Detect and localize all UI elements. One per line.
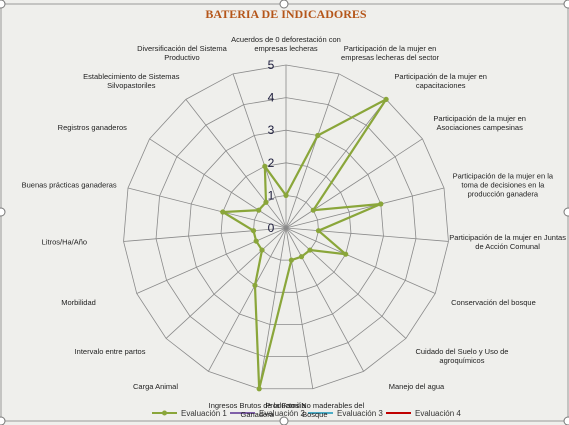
spoke	[232, 73, 287, 229]
legend-marker	[162, 410, 167, 416]
category-label: Carga Animal	[132, 381, 179, 391]
point	[315, 132, 321, 139]
point	[307, 247, 313, 253]
y-tick-label: 2	[268, 156, 275, 170]
legend-label: Evaluación 4	[415, 409, 461, 418]
point	[259, 247, 265, 253]
point	[310, 207, 316, 213]
category-label: Buenas prácticas ganaderas	[21, 180, 117, 190]
grid-ring	[123, 64, 449, 390]
grid-ring	[220, 162, 352, 293]
spoke	[149, 138, 287, 229]
category-label: Participación de la mujer en Juntas de A…	[449, 233, 566, 252]
handle	[0, 0, 6, 9]
category-label: Participación de la mujer en capacitacio…	[394, 71, 487, 90]
point	[262, 163, 268, 169]
grid-ring	[188, 129, 384, 325]
spoke	[165, 227, 287, 339]
spoke	[285, 227, 364, 372]
category-label: Intervalo entre partos	[74, 346, 146, 356]
y-tick-label: 1	[268, 188, 275, 202]
legend-label: Evaluación 1	[181, 409, 227, 418]
point	[298, 254, 305, 260]
spoke	[258, 227, 287, 389]
category-label: Participación de la mujer en Asociacione…	[433, 114, 526, 133]
category-label: Morbilidad	[61, 298, 96, 308]
spoke	[285, 227, 407, 339]
spoke	[285, 99, 387, 229]
category-label: Litros/Ha/Año	[41, 237, 88, 247]
spoke	[208, 227, 287, 372]
handle	[563, 207, 569, 217]
point	[315, 228, 322, 234]
category-label: Conservación del bosque	[451, 298, 536, 308]
handle	[279, 0, 289, 9]
category-label: Cuidado del Suelo y Uso de agroquímicos	[415, 346, 509, 365]
point	[256, 207, 262, 213]
point	[256, 386, 262, 392]
spoke	[185, 99, 287, 229]
category-label: Diversificación del Sistema Productivo	[137, 44, 227, 63]
category-label: Productos No maderables del Bosque	[265, 400, 365, 419]
spoke	[285, 138, 423, 229]
legend-label: Evaluación 3	[337, 409, 383, 418]
spoke	[123, 227, 287, 242]
grid-ring	[155, 97, 417, 358]
point	[220, 209, 226, 215]
category-label: Manejo del agua	[388, 381, 445, 391]
point	[263, 199, 269, 205]
point	[343, 251, 349, 257]
category-label: Establecimiento de Sistemas Silvopastori…	[83, 71, 180, 90]
spoke	[285, 73, 340, 229]
category-label: Acuerdos de 0 deforestación con empresas…	[231, 35, 341, 53]
point	[378, 201, 384, 207]
category-label: Participación de la mujer en empresas le…	[341, 44, 439, 63]
spoke	[136, 227, 287, 294]
spoke	[127, 187, 287, 229]
category-label: Registros ganaderos	[57, 123, 127, 133]
spoke	[285, 227, 436, 294]
category-label: Participación de la mujer en la toma de …	[452, 171, 554, 199]
y-tick-label: 3	[268, 123, 275, 137]
point	[252, 282, 258, 288]
handle	[563, 416, 569, 425]
handle	[0, 207, 6, 217]
spoke	[285, 227, 314, 389]
handle	[0, 416, 6, 425]
y-tick-label: 4	[268, 91, 275, 105]
point	[250, 228, 257, 234]
spoke	[285, 187, 445, 229]
handle	[563, 0, 569, 9]
point	[288, 257, 294, 263]
handle	[279, 416, 289, 425]
legend-label: Evaluación 2	[259, 409, 305, 418]
point	[383, 96, 389, 102]
spoke	[285, 227, 449, 242]
point	[253, 238, 259, 244]
chart-title: BATERIA DE INDICADORES	[205, 7, 366, 21]
category-label: Ingresos Brutos de la Familia Ganadera	[208, 400, 306, 419]
y-tick-label: 5	[268, 58, 275, 72]
point	[283, 192, 289, 198]
y-tick-label: 0	[268, 221, 275, 235]
series-line	[219, 98, 388, 390]
